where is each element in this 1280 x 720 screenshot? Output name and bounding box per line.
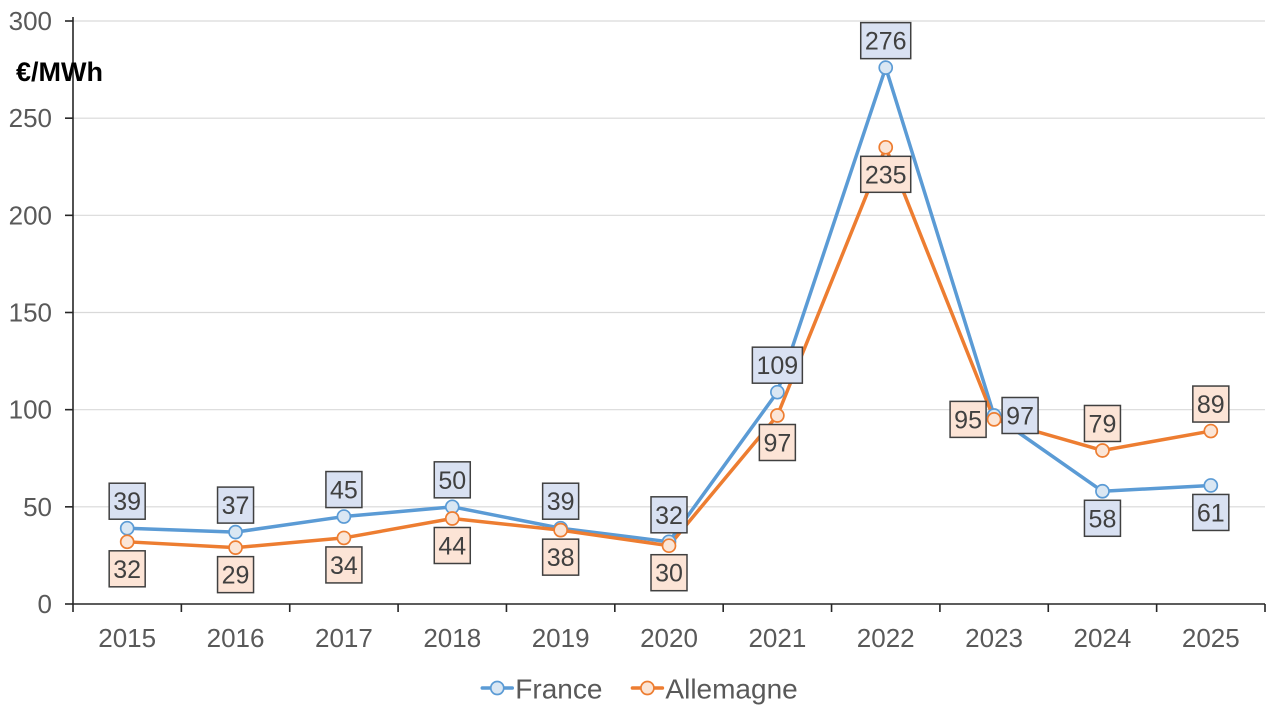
x-tick-label: 2023 (965, 623, 1023, 653)
axes (65, 17, 1266, 612)
data-point-marker (1203, 478, 1219, 493)
data-label-box (433, 461, 472, 499)
data-label-value: 37 (222, 492, 250, 520)
y-tick-label: 300 (9, 6, 52, 36)
legend-series-name: Allemagne (665, 674, 797, 705)
series-markers-allemagne (119, 139, 1219, 555)
x-tick-label: 2016 (207, 623, 265, 653)
data-point-marker (228, 524, 243, 540)
data-label-value: 50 (438, 467, 466, 495)
x-tick-label: 2018 (423, 623, 481, 653)
data-point-marker (1095, 483, 1110, 499)
x-tick-label: 2025 (1182, 623, 1240, 653)
data-point-marker (228, 540, 243, 555)
data-label-box (1192, 493, 1230, 532)
data-label-box (325, 470, 363, 509)
data-label-value: 38 (547, 544, 575, 572)
y-axis-title: €/MWh (16, 57, 103, 87)
data-point-marker (336, 509, 352, 524)
data-label-box (1001, 396, 1039, 435)
data-label-value: 97 (763, 429, 791, 457)
data-label-value: 276 (865, 28, 907, 56)
data-label-value: 97 (1006, 402, 1034, 430)
data-label-value: 32 (113, 556, 141, 584)
data-label-box (108, 482, 146, 520)
data-label-box (216, 555, 255, 594)
data-label-box (859, 155, 912, 194)
data-label-box (1083, 499, 1122, 538)
data-label-box (541, 538, 580, 576)
legend-item-allemagne: Allemagne (630, 674, 798, 705)
data-label-value: 45 (330, 477, 358, 505)
data-label-box (859, 21, 912, 60)
data-label-value: 58 (1089, 505, 1117, 533)
y-tick-label: 100 (9, 395, 52, 425)
series-line-france (125, 65, 1213, 544)
y-tick-label: 250 (9, 103, 52, 133)
data-point-marker (1095, 443, 1110, 458)
data-label-box (650, 553, 688, 592)
x-tick-label: 2022 (857, 623, 915, 653)
y-tick-label: 0 (38, 589, 52, 619)
data-label-box (650, 496, 688, 534)
data-label-box (751, 346, 804, 384)
y-tick-label: 200 (9, 200, 52, 230)
data-label-box (216, 486, 255, 524)
x-tick-label: 2017 (315, 623, 373, 653)
data-point-marker (770, 384, 785, 400)
data-label-value: 39 (547, 488, 575, 516)
x-tick-label: 2020 (640, 623, 698, 653)
data-point-marker (878, 139, 894, 155)
data-point-marker (878, 60, 894, 75)
legend-item-france: France (480, 674, 602, 705)
data-labels-france: 39 37 45 50 39 32 109 276 97 58 61 (108, 21, 1230, 538)
data-point-marker (661, 538, 677, 554)
y-tick-label: 150 (9, 298, 52, 328)
series-line-allemagne (125, 145, 1213, 550)
gridlines (73, 20, 1265, 508)
data-label-box (949, 400, 987, 439)
data-label-value: 89 (1197, 391, 1225, 419)
x-tick-label: 2019 (532, 623, 590, 653)
data-label-value: 30 (655, 560, 683, 588)
data-label-value: 109 (757, 352, 799, 380)
data-labels-allemagne: 32 29 34 44 38 30 97 235 95 79 89 (108, 155, 1230, 594)
data-label-box (758, 423, 797, 462)
data-point-marker (1203, 423, 1219, 439)
data-label-box (541, 482, 580, 520)
x-tick-label: 2021 (748, 623, 806, 653)
data-label-value: 79 (1089, 410, 1117, 438)
legend-marker-circle (640, 680, 655, 696)
data-label-box (433, 526, 472, 565)
data-point-marker (986, 412, 1002, 427)
x-tick-label: 2015 (98, 623, 156, 653)
data-point-marker (336, 530, 352, 546)
data-label-value: 32 (655, 502, 683, 530)
legend-series-name: France (515, 674, 602, 705)
data-point-marker (119, 520, 135, 536)
axis-labels: 0 50 100 150 200 250 300 2015 2016 2017 2018 2019 20… (9, 6, 1240, 653)
data-label-value: 235 (865, 161, 907, 189)
data-point-marker (553, 522, 568, 538)
legend: France Allemagne (480, 674, 798, 705)
y-tick-label: 50 (23, 492, 52, 522)
data-point-marker (119, 534, 135, 550)
x-tick-label: 2024 (1074, 623, 1132, 653)
data-label-value: 39 (113, 488, 141, 516)
data-label-box (1083, 404, 1122, 443)
data-label-value: 61 (1197, 499, 1225, 527)
data-label-box (108, 550, 146, 588)
legend-marker-circle (489, 680, 505, 696)
data-label-value: 95 (954, 406, 982, 434)
data-label-box (325, 546, 363, 584)
data-label-value: 34 (330, 552, 358, 580)
data-label-box (1192, 385, 1230, 423)
series-markers-france (119, 60, 1219, 550)
data-label-value: 44 (438, 532, 466, 560)
data-label-value: 29 (222, 562, 250, 590)
data-point-marker (444, 511, 460, 526)
data-point-marker (770, 408, 785, 423)
